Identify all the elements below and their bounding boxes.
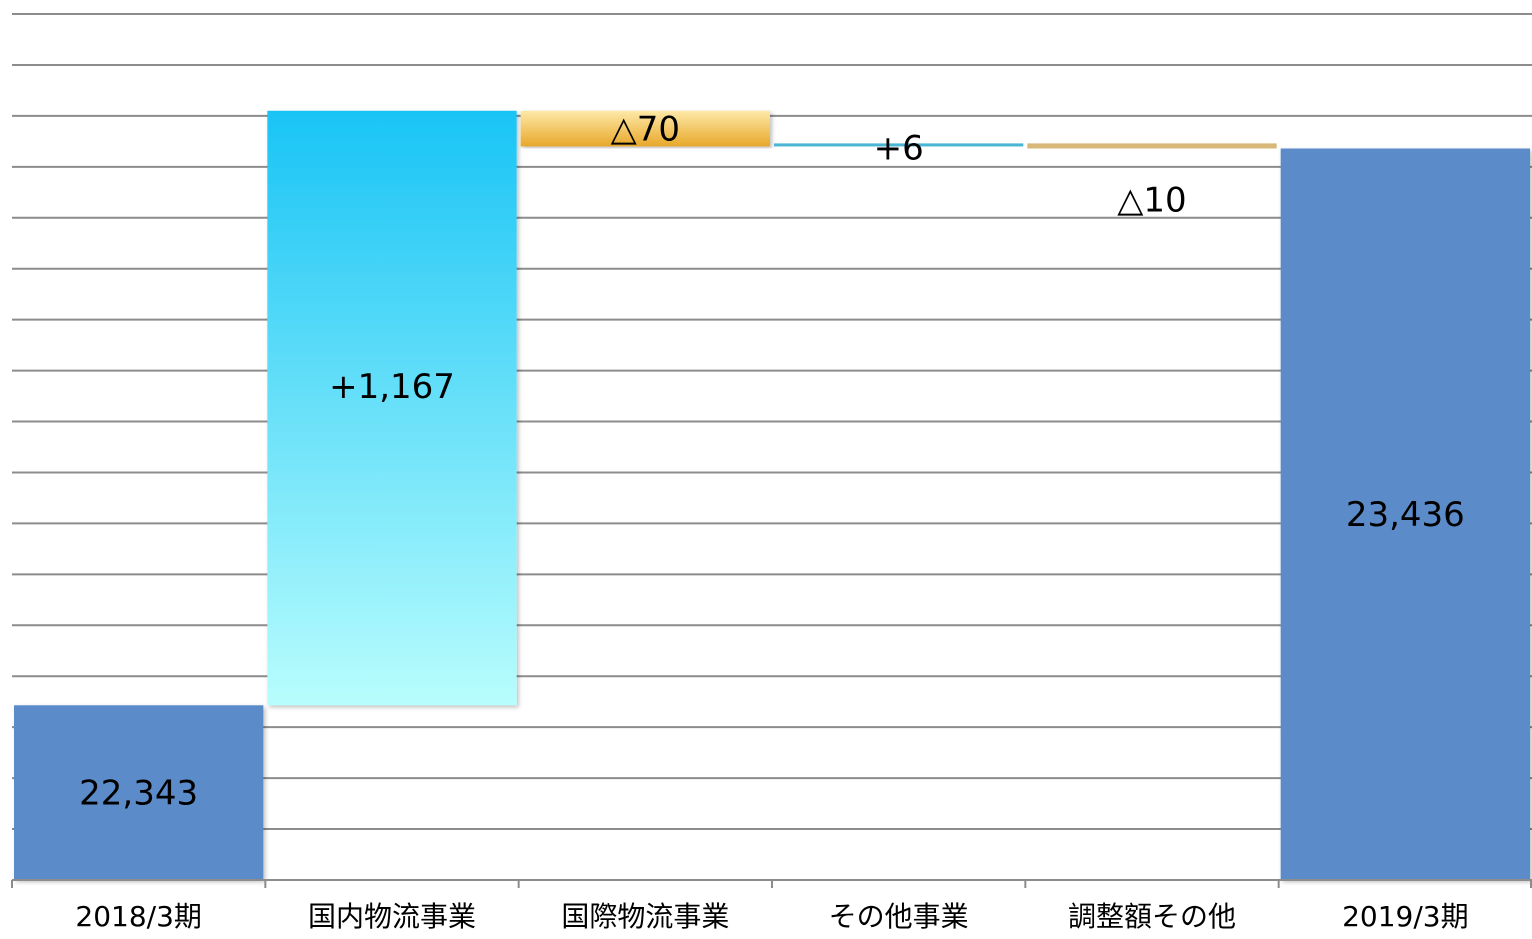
labels: 22,343 +1,167 △70 +6 △10 23,436 bbox=[79, 110, 1465, 814]
bars bbox=[14, 110, 1530, 880]
x-tick-label-4: その他事業 bbox=[829, 900, 969, 933]
data-label-1: 22,343 bbox=[79, 774, 198, 814]
x-tick-label-6: 2019/3期 bbox=[1342, 900, 1469, 933]
x-tick-label-5: 調整額その他 bbox=[1068, 900, 1236, 933]
gridlines bbox=[12, 13, 1532, 831]
bar-3 bbox=[520, 110, 770, 147]
x-tick-label-1: 2018/3期 bbox=[75, 900, 202, 933]
bar-5 bbox=[1027, 143, 1277, 149]
bar-1 bbox=[14, 705, 264, 880]
data-label-2: +1,167 bbox=[329, 367, 455, 407]
x-tick-label-2: 国内物流事業 bbox=[308, 900, 476, 933]
x-axis: 2018/3期 国内物流事業 国際物流事業 その他事業 調整額その他 2019/3期 bbox=[11, 879, 1532, 933]
data-label-5: △10 bbox=[1117, 180, 1186, 220]
data-label-6: 23,436 bbox=[1346, 495, 1465, 535]
data-label-3: △70 bbox=[611, 110, 680, 150]
bar-4 bbox=[774, 143, 1024, 147]
bar-6 bbox=[1280, 148, 1530, 880]
bar-2 bbox=[267, 110, 517, 706]
data-label-4: +6 bbox=[874, 128, 924, 168]
x-tick-label-3: 国際物流事業 bbox=[561, 900, 729, 933]
